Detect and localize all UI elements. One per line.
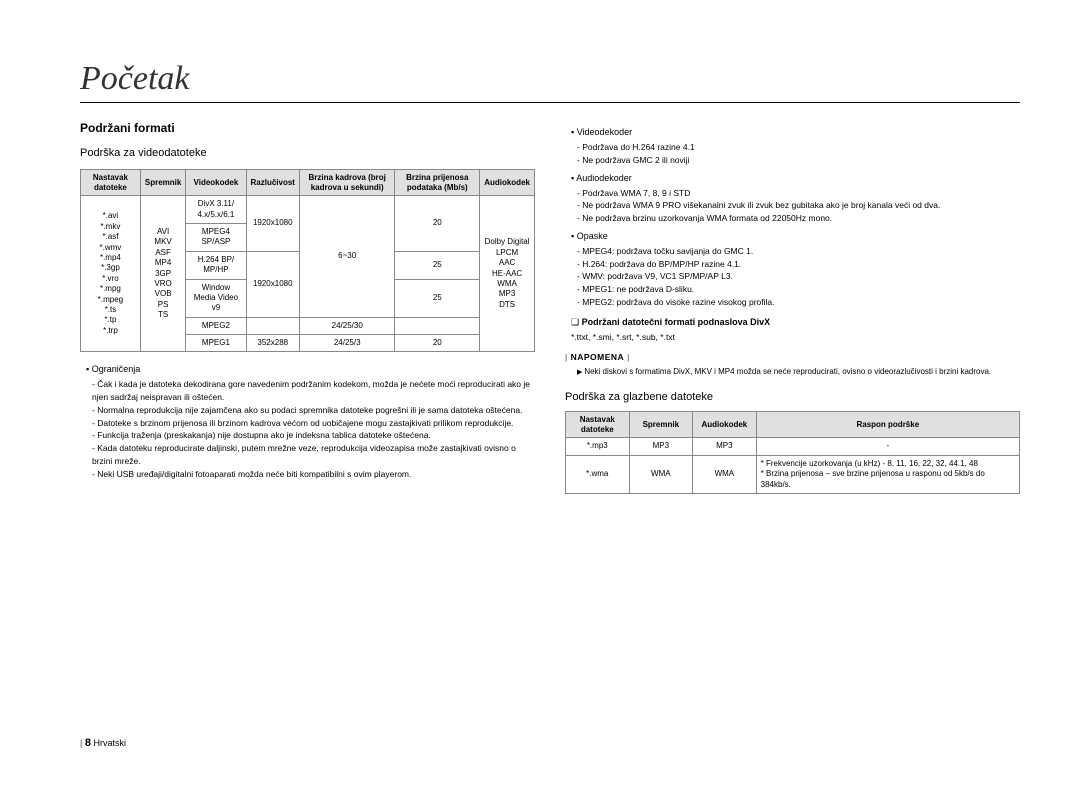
mcell-range: * Frekvencije uzorkovanja (u kHz) - 8, 1… xyxy=(756,455,1019,493)
vdec-item: Podržava do H.264 razine 4.1 xyxy=(577,141,1020,154)
th-acodec: Audiokodek xyxy=(480,170,535,196)
subtitle-formats-heading: Podržani datotečni formati podnaslova Di… xyxy=(571,317,1020,328)
napomena-body: Neki diskovi s formatima DivX, MKV i MP4… xyxy=(565,366,1020,378)
document-page: Početak Podržani formati Podrška za vide… xyxy=(0,0,1080,789)
th-vcodec: Videokodek xyxy=(186,170,246,196)
music-formats-table: Nastavak datoteke Spremnik Audiokodek Ra… xyxy=(565,411,1020,494)
mcell: WMA xyxy=(629,455,693,493)
th-fps: Brzina kadrova (broj kadrova u sekundi) xyxy=(299,170,394,196)
note-item: MPEG1: ne podržava D-sliku. xyxy=(577,283,1020,296)
limits-list: Čak i kada je datoteka dekodirana gore n… xyxy=(80,378,535,480)
th-bitrate: Brzina prijenosa podataka (Mb/s) xyxy=(395,170,480,196)
adec-list: Podržava WMA 7, 8, 9 i STD Ne podržava W… xyxy=(565,187,1020,225)
page-title: Početak xyxy=(80,60,1020,103)
adec-heading: Audiodekoder xyxy=(571,173,1020,183)
adec-item: Ne podržava brzinu uzorkovanja WMA forma… xyxy=(577,212,1020,225)
page-footer: | 8 Hrvatski xyxy=(80,737,126,749)
limit-item: Čak i kada je datoteka dekodirana gore n… xyxy=(92,378,535,404)
th-res: Razlučivost xyxy=(246,170,299,196)
cell-res-c: 352x288 xyxy=(246,335,299,352)
cell-mpeg2: MPEG2 xyxy=(186,317,246,334)
supported-formats-heading: Podržani formati xyxy=(80,121,535,135)
cell-fps-b: 24/25/30 xyxy=(299,317,394,334)
two-column-layout: Podržani formati Podrška za videodatotek… xyxy=(80,121,1020,506)
mth-acodec: Audiokodek xyxy=(693,412,757,438)
cell-h264: H.264 BP/ MP/HP xyxy=(186,251,246,279)
cell-fps-a: 6~30 xyxy=(299,196,394,318)
mcell: *.mp3 xyxy=(566,438,630,455)
th-ext: Nastavak datoteke xyxy=(81,170,141,196)
cell-res-b: 1920x1080 xyxy=(246,251,299,317)
mcell: *.wma xyxy=(566,455,630,493)
notes-heading: Opaske xyxy=(571,231,1020,241)
note-item: WMV: podržava V9, VC1 SP/MP/AP L3. xyxy=(577,270,1020,283)
cell-res-a: 1920x1080 xyxy=(246,196,299,252)
cell-br-b: 25 xyxy=(395,251,480,279)
limit-item: Normalna reprodukcija nije zajamčena ako… xyxy=(92,404,535,417)
cell-fps-c: 24/25/3 xyxy=(299,335,394,352)
mth-ext: Nastavak datoteke xyxy=(566,412,630,438)
vdec-list: Podržava do H.264 razine 4.1 Ne podržava… xyxy=(565,141,1020,167)
cell-wmv: Window Media Video v9 xyxy=(186,279,246,317)
mth-range: Raspon podrške xyxy=(756,412,1019,438)
mcell: - xyxy=(756,438,1019,455)
cell-br-c: 25 xyxy=(395,279,480,317)
cell-mpeg1: MPEG1 xyxy=(186,335,246,352)
cell-br-d: 20 xyxy=(395,335,480,352)
mcell: WMA xyxy=(693,455,757,493)
note-item: MPEG2: podržava do visoke razine visokog… xyxy=(577,296,1020,309)
limit-item: Datoteke s brzinom prijenosa ili brzinom… xyxy=(92,417,535,430)
cell-divx: DivX 3.11/ 4.x/5.x/6.1 xyxy=(186,196,246,224)
cell-extensions: *.avi *.mkv *.asf *.wmv *.mp4 *.3gp *.vr… xyxy=(81,196,141,352)
limit-item: Neki USB uređaji/digitalni fotoaparati m… xyxy=(92,468,535,481)
limits-heading: Ograničenja xyxy=(86,364,535,374)
cell-acodecs: Dolby Digital LPCM AAC HE-AAC WMA MP3 DT… xyxy=(480,196,535,352)
mcell: MP3 xyxy=(693,438,757,455)
mcell: MP3 xyxy=(629,438,693,455)
th-container: Spremnik xyxy=(140,170,185,196)
vdec-heading: Videodekoder xyxy=(571,127,1020,137)
music-support-heading: Podrška za glazbene datoteke xyxy=(565,391,1020,403)
subtitle-formats-body: *.ttxt, *.smi, *.srt, *.sub, *.txt xyxy=(565,332,1020,342)
note-item: H.264: podržava do BP/MP/HP razine 4.1. xyxy=(577,258,1020,271)
right-column: Videodekoder Podržava do H.264 razine 4.… xyxy=(565,121,1020,506)
left-column: Podržani formati Podrška za videodatotek… xyxy=(80,121,535,506)
adec-item: Ne podržava WMA 9 PRO višekanalni zvuk i… xyxy=(577,199,1020,212)
video-formats-table: Nastavak datoteke Spremnik Videokodek Ra… xyxy=(80,169,535,352)
napomena-label: | NAPOMENA | xyxy=(565,352,1020,362)
cell-br-a: 20 xyxy=(395,196,480,252)
cell-mp4asp: MPEG4 SP/ASP xyxy=(186,223,246,251)
page-lang: Hrvatski xyxy=(94,738,127,748)
adec-item: Podržava WMA 7, 8, 9 i STD xyxy=(577,187,1020,200)
limit-item: Funkcija traženja (preskakanja) nije dos… xyxy=(92,429,535,442)
notes-list: MPEG4: podržava točku savijanja do GMC 1… xyxy=(565,245,1020,309)
mth-container: Spremnik xyxy=(629,412,693,438)
vdec-item: Ne podržava GMC 2 ili noviji xyxy=(577,154,1020,167)
cell-containers: AVI MKV ASF MP4 3GP VRO VOB PS TS xyxy=(140,196,185,352)
page-number: 8 xyxy=(85,737,91,749)
note-item: MPEG4: podržava točku savijanja do GMC 1… xyxy=(577,245,1020,258)
limit-item: Kada datoteku reproducirate daljinski, p… xyxy=(92,442,535,468)
video-support-heading: Podrška za videodatoteke xyxy=(80,147,535,159)
